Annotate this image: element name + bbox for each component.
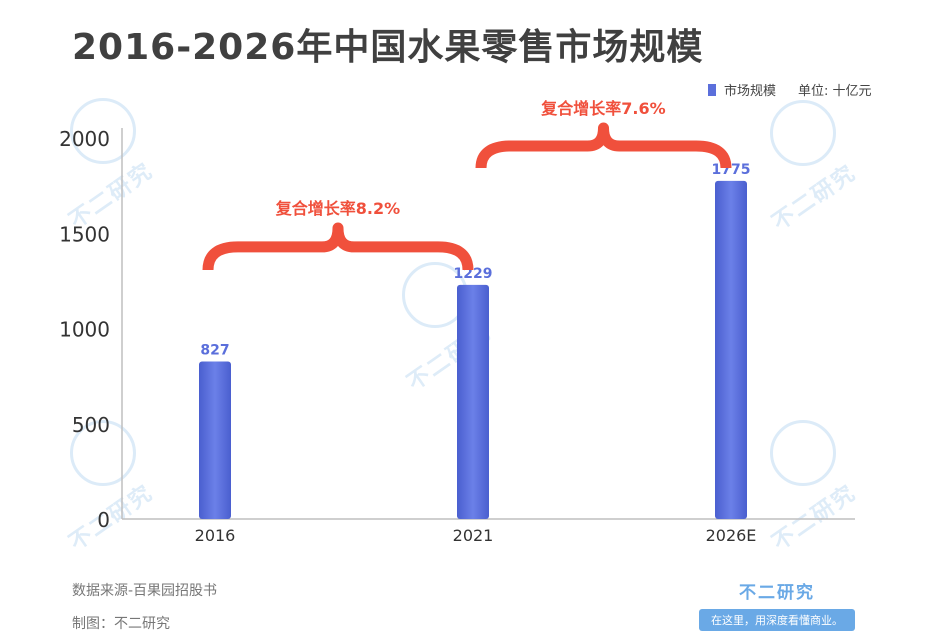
legend-swatch (708, 83, 716, 96)
brand-logo: 不二研究 在这里，用深度看懂商业。 (692, 578, 862, 631)
watermark-logo (70, 98, 136, 164)
growth-rate-label: 复合增长率8.2% (275, 199, 400, 218)
y-tick-label: 0 (97, 508, 110, 532)
legend-label: 市场规模 (724, 84, 777, 99)
y-tick-label: 1500 (59, 222, 110, 246)
growth-rate-label: 复合增长率7.6% (540, 99, 665, 118)
brand-slogan: 在这里，用深度看懂商业。 (699, 609, 855, 631)
chart-legend: 市场规模 单位: 十亿元 (708, 80, 872, 99)
watermark-logo (770, 420, 836, 486)
brand-name: 不二研究 (739, 583, 815, 603)
bar (715, 180, 747, 520)
page-title: 2016-2026年中国水果零售市场规模 (72, 27, 704, 68)
unit-label: 单位: 十亿元 (798, 84, 872, 99)
y-tick-label: 500 (72, 413, 110, 437)
x-tick-label: 2026E (706, 526, 757, 545)
watermark-logo (770, 100, 836, 166)
chart-maker: 制图：不二研究 (72, 616, 170, 632)
bar (457, 284, 489, 519)
x-tick-label: 2021 (453, 526, 494, 545)
watermark-logo (70, 420, 136, 486)
y-tick-label: 1000 (59, 318, 110, 342)
x-tick-label: 2016 (195, 526, 236, 545)
growth-brace (475, 122, 732, 169)
data-source: 数据来源-百果园招股书 (72, 583, 218, 599)
bar-value-label: 827 (200, 342, 229, 358)
y-tick-label: 2000 (59, 127, 110, 151)
growth-brace (202, 222, 474, 271)
bar (199, 361, 231, 519)
